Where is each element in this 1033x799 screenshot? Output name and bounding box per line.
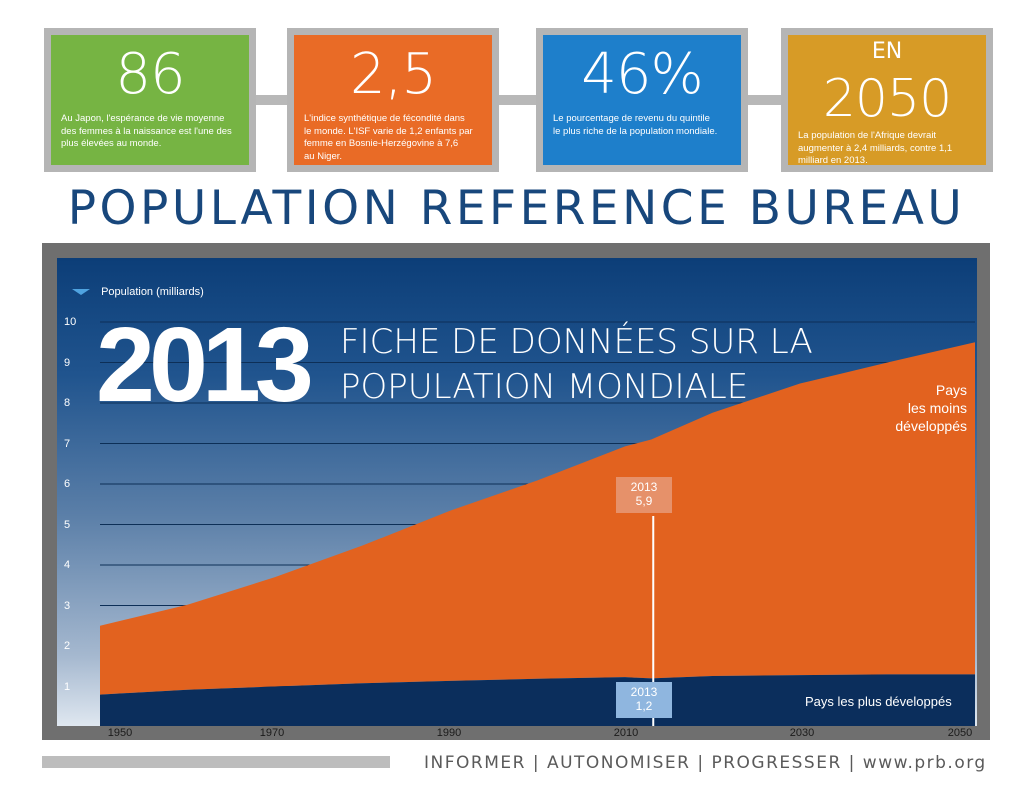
x-tick-label: 2030 — [789, 727, 815, 739]
stat-card-income: 46% Le pourcentage de revenu du quintile… — [536, 28, 748, 172]
stat-card-bg: 46% Le pourcentage de revenu du quintile… — [543, 35, 741, 165]
stat-description: L'indice synthétique de fécondité dans l… — [304, 113, 482, 163]
stat-line: La population de l'Afrique devrait — [798, 130, 937, 141]
stat-card-bg: 2,5 L'indice synthétique de fécondité da… — [294, 35, 492, 165]
y-tick-label: 4 — [64, 559, 71, 571]
stat-card-life-expectancy: 86 Au Japon, l'espérance de vie moyenne … — [44, 28, 256, 172]
chart-legend: Population (milliards) — [72, 286, 204, 298]
x-tick-label: 1970 — [259, 727, 285, 739]
stat-value: 86 — [115, 42, 185, 107]
x-tick-label: 1950 — [107, 727, 133, 739]
stat-line: Le pourcentage de revenu du quintile — [553, 113, 710, 124]
y-tick-label: 9 — [64, 356, 71, 369]
footer-bar — [42, 756, 390, 768]
stat-card-bg: EN 2050 La population de l'Afrique devra… — [788, 35, 986, 168]
stat-line: milliard en 2013. — [798, 155, 868, 166]
stat-prefix: EN — [871, 39, 903, 64]
y-tick-label: 10 — [64, 316, 77, 328]
chart-area — [57, 258, 977, 726]
callout-less-developed-2013: 2013 5,9 — [616, 477, 672, 513]
headline-line-2: POPULATION MONDIALE — [340, 367, 749, 407]
series-label-line: Pays — [935, 382, 967, 398]
headline-year: 2013 — [96, 306, 314, 424]
stat-connector — [492, 95, 540, 105]
headline-line-1: FICHE DE DONNÉES SUR LA — [340, 322, 813, 362]
y-tick-label: 5 — [64, 518, 71, 531]
y-tick-label: 7 — [64, 437, 71, 450]
stat-line: le monde. L'ISF varie de 1,2 enfants par — [304, 125, 473, 137]
stat-connector — [748, 95, 788, 105]
stat-line: augmenter à 2,4 milliards, contre 1,1 — [798, 142, 953, 154]
series-label-line: les moins — [907, 400, 967, 416]
stat-card-africa-2050: EN 2050 La population de l'Afrique devra… — [781, 28, 993, 172]
stat-line: plus élevées au monde. — [61, 138, 162, 149]
stat-line: le plus riche de la population mondiale. — [553, 125, 718, 137]
area-less-developed — [100, 342, 975, 695]
legend-triangle-icon — [72, 289, 90, 296]
y-tick-label: 1 — [64, 680, 71, 693]
stat-line: L'indice synthétique de fécondité dans — [304, 113, 465, 124]
population-area-chart — [100, 321, 975, 726]
callout-value: 1,2 — [635, 699, 653, 713]
callout-value: 5,9 — [635, 494, 653, 508]
callout-year: 2013 — [630, 685, 658, 699]
x-tick-label: 2010 — [613, 727, 639, 739]
y-tick-label: 8 — [64, 397, 71, 409]
stat-line: des femmes à la naissance est l'une des — [61, 125, 232, 137]
stat-description: Au Japon, l'espérance de vie moyenne des… — [61, 113, 239, 151]
series-label-line: développés — [895, 418, 967, 434]
callout-year: 2013 — [630, 480, 658, 494]
stat-description: La population de l'Afrique devrait augme… — [798, 130, 976, 168]
stat-description: Le pourcentage de revenu du quintile le … — [553, 113, 731, 138]
chart-frame — [42, 243, 990, 740]
stat-value: 46% — [581, 42, 703, 107]
x-tick-label: 2050 — [947, 727, 973, 739]
stat-connector — [255, 95, 293, 105]
x-tick-label: 1990 — [436, 727, 462, 739]
stat-value: 2,5 — [349, 42, 437, 107]
organization-title: POPULATION REFERENCE BUREAU — [67, 181, 966, 236]
series-label-more-developed: Pays les plus développés — [805, 694, 952, 709]
callout-more-developed-2013: 2013 1,2 — [616, 682, 672, 718]
series-label-less-developed: Pays les moins développés — [895, 381, 967, 435]
y-tick-label: 6 — [64, 478, 71, 490]
stat-line: au Niger. — [304, 150, 343, 162]
y-tick-label: 2 — [64, 640, 71, 652]
stat-card-bg: 86 Au Japon, l'espérance de vie moyenne … — [51, 35, 249, 165]
legend-label: Population (milliards) — [101, 286, 204, 298]
stat-line: Au Japon, l'espérance de vie moyenne — [61, 113, 225, 124]
stat-value: 2050 — [822, 69, 952, 129]
stat-card-fertility: 2,5 L'indice synthétique de fécondité da… — [287, 28, 499, 172]
y-tick-label: 3 — [64, 599, 71, 612]
stat-line: femme en Bosnie-Herzégovine à 7,6 — [304, 138, 459, 149]
footer-tagline: INFORMER | AUTONOMISER | PROGRESSER | ww… — [424, 753, 987, 773]
area-more-developed — [100, 674, 975, 726]
